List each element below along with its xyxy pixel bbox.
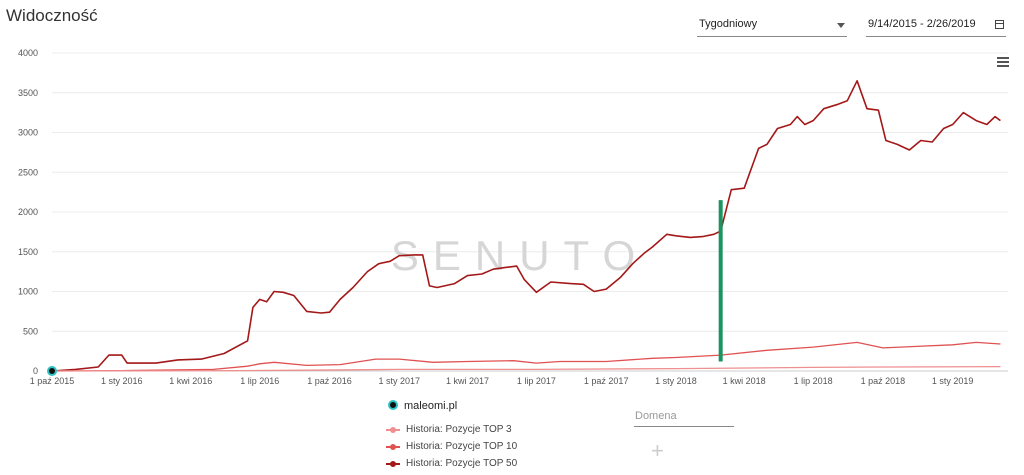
series-line-top10 — [51, 341, 1001, 372]
legend-domain: maleomi.pl — [388, 400, 457, 412]
y-tick-label: 1500 — [18, 247, 38, 257]
x-tick-label: 1 kwi 2017 — [446, 376, 489, 386]
page-title: Widoczność — [6, 6, 98, 25]
chart-menu-icon[interactable] — [997, 57, 1009, 67]
domain-dot-icon — [388, 400, 398, 410]
period-select-value: Tygodniowy — [699, 18, 758, 30]
y-tick-label: 0 — [33, 366, 38, 376]
add-domain-icon[interactable]: + — [651, 438, 664, 463]
y-tick-label: 3500 — [18, 88, 38, 98]
x-tick-label: 1 paź 2018 — [861, 376, 906, 386]
chevron-down-icon — [837, 23, 845, 28]
line-marker-icon — [386, 426, 400, 433]
period-select[interactable]: Tygodniowy — [697, 14, 847, 37]
series-start-point — [47, 366, 57, 376]
x-tick-label: 1 sty 2016 — [101, 376, 143, 386]
x-tick-label: 1 paź 2017 — [584, 376, 629, 386]
x-tick-label: 1 lip 2018 — [794, 376, 833, 386]
y-tick-label: 4000 — [18, 48, 38, 58]
x-tick-label: 1 sty 2017 — [378, 376, 420, 386]
x-tick-label: 1 kwi 2018 — [723, 376, 766, 386]
legend-domain-label: maleomi.pl — [404, 400, 458, 412]
x-tick-label: 1 sty 2018 — [655, 376, 697, 386]
x-tick-label: 1 lip 2017 — [517, 376, 556, 386]
legend-item-label: Historia: Pozycje TOP 50 — [406, 458, 518, 469]
legend-item-top3[interactable]: Historia: Pozycje TOP 3 — [386, 421, 517, 438]
watermark-logo: SENUTO — [391, 232, 649, 279]
x-tick-label: 1 kwi 2016 — [169, 376, 212, 386]
visibility-chart: 0 500 1000 1500 2000 2500 3000 3500 4000 1 paź 20… — [18, 48, 1008, 386]
domain-input[interactable]: Domena — [634, 408, 734, 427]
y-tick-label: 2500 — [18, 167, 38, 177]
series-line-top3 — [51, 365, 1001, 372]
x-tick-label: 1 sty 2019 — [932, 376, 974, 386]
series-line-top50 — [51, 80, 1001, 372]
series-legend: Historia: Pozycje TOP 3 Historia: Pozycj… — [386, 421, 517, 472]
domain-input-placeholder: Domena — [635, 410, 677, 422]
calendar-icon — [995, 20, 1004, 29]
x-tick-label: 1 paź 2015 — [30, 376, 75, 386]
y-tick-label: 1000 — [18, 287, 38, 297]
x-tick-label: 1 lip 2016 — [240, 376, 279, 386]
line-marker-icon — [386, 443, 400, 450]
legend-item-top10[interactable]: Historia: Pozycje TOP 10 — [386, 438, 517, 455]
y-tick-label: 500 — [23, 326, 38, 336]
y-tick-label: 3000 — [18, 128, 38, 138]
date-range-value: 9/14/2015 - 2/26/2019 — [868, 18, 976, 30]
line-marker-icon — [386, 460, 400, 467]
legend-item-top50[interactable]: Historia: Pozycje TOP 50 — [386, 455, 517, 472]
legend-item-label: Historia: Pozycje TOP 10 — [406, 441, 518, 452]
legend-item-label: Historia: Pozycje TOP 3 — [406, 424, 512, 435]
x-tick-label: 1 paź 2016 — [307, 376, 352, 386]
date-range-picker[interactable]: 9/14/2015 - 2/26/2019 — [866, 14, 1006, 37]
y-tick-label: 2000 — [18, 207, 38, 217]
